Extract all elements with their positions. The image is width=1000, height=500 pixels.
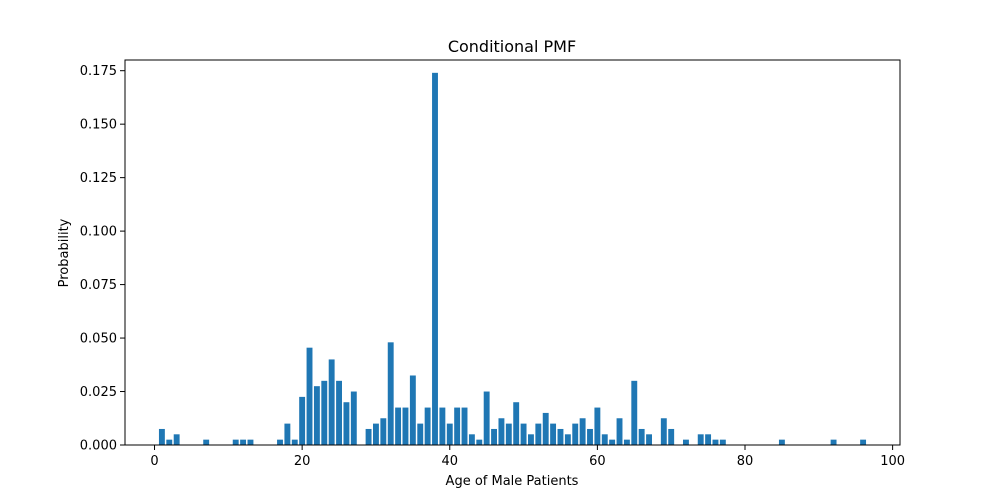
bar-age-12 xyxy=(240,439,247,445)
y-tick-label-2: 0.050 xyxy=(80,332,117,347)
bar-age-46 xyxy=(491,428,497,445)
y-axis-title: Probability xyxy=(57,218,72,287)
bar-age-65 xyxy=(631,380,638,445)
bar-age-3 xyxy=(173,434,180,445)
y-axis: 0.000 0.025 0.050 0.075 0.100 0.125 0.150 0.175 xyxy=(80,64,125,454)
x-tick-label-20: 20 xyxy=(294,454,311,469)
bar-age-60 xyxy=(594,407,601,445)
bar-age-77 xyxy=(719,439,726,445)
bar-age-32 xyxy=(387,342,394,445)
bar-age-20 xyxy=(299,396,306,446)
bar-age-96 xyxy=(860,439,867,445)
bar-age-40 xyxy=(446,423,453,445)
x-axis-title: Age of Male Patients xyxy=(446,474,579,489)
chart-title: Conditional PMF xyxy=(448,37,576,56)
bar-age-25 xyxy=(336,380,342,445)
bar-age-37 xyxy=(424,407,431,445)
bar-age-22 xyxy=(313,386,320,445)
bar-age-53 xyxy=(542,412,549,445)
x-tick-label-0: 0 xyxy=(150,454,158,469)
bar-age-76 xyxy=(712,439,719,445)
bar-age-67 xyxy=(646,434,652,445)
bar-age-17 xyxy=(277,439,283,445)
bar-age-44 xyxy=(476,439,483,445)
bar-age-64 xyxy=(623,439,630,445)
bar-age-26 xyxy=(343,402,350,445)
bar-age-74 xyxy=(697,434,704,445)
bar-age-75 xyxy=(705,434,712,445)
bar-age-19 xyxy=(291,439,298,445)
y-tick-label-7: 0.175 xyxy=(80,64,117,79)
bar-age-30 xyxy=(373,423,379,445)
bar-age-57 xyxy=(572,423,579,445)
plot-frame xyxy=(124,59,901,446)
x-axis: 0 20 40 60 80 100 xyxy=(150,445,905,469)
bar-age-70 xyxy=(668,428,675,445)
bar-age-33 xyxy=(395,407,402,445)
y-tick-label-1: 0.025 xyxy=(80,385,117,400)
y-tick-label-3: 0.075 xyxy=(80,278,117,293)
bar-age-50 xyxy=(520,423,527,445)
bar-age-39 xyxy=(439,407,446,445)
bar-age-48 xyxy=(505,423,512,445)
bar-age-55 xyxy=(557,428,564,445)
bar-age-85 xyxy=(778,439,785,445)
bar-age-21 xyxy=(306,347,313,445)
bar-age-62 xyxy=(609,439,616,445)
bar-age-58 xyxy=(579,418,586,445)
y-tick-label-4: 0.100 xyxy=(80,225,117,240)
bars-group xyxy=(158,72,867,446)
y-tick-label-0: 0.000 xyxy=(80,439,117,454)
y-tick-label-5: 0.125 xyxy=(80,171,117,186)
x-tick-label-40: 40 xyxy=(441,454,458,469)
bar-age-43 xyxy=(468,434,475,445)
bar-age-45 xyxy=(483,391,490,445)
bar-age-7 xyxy=(203,439,210,445)
bar-age-23 xyxy=(321,380,328,445)
bar-age-52 xyxy=(535,423,542,445)
bar-age-34 xyxy=(402,407,409,445)
bar-age-18 xyxy=(284,423,291,445)
bar-age-42 xyxy=(461,407,468,445)
bar-age-38 xyxy=(432,72,438,445)
bar-age-51 xyxy=(528,434,534,445)
bar-age-72 xyxy=(683,439,689,445)
x-tick-label-100: 100 xyxy=(880,454,905,469)
bar-age-61 xyxy=(601,434,608,445)
bar-age-69 xyxy=(660,418,667,445)
bar-age-11 xyxy=(232,439,239,445)
bar-age-2 xyxy=(166,439,173,445)
bar-age-1 xyxy=(158,428,165,445)
bar-age-41 xyxy=(454,407,461,445)
bar-age-49 xyxy=(513,402,520,445)
bar-age-59 xyxy=(587,428,593,445)
bar-age-92 xyxy=(830,439,837,445)
x-tick-label-60: 60 xyxy=(589,454,606,469)
bar-age-66 xyxy=(638,428,645,445)
bar-age-47 xyxy=(498,418,505,445)
bar-age-63 xyxy=(616,418,623,445)
bar-age-13 xyxy=(247,439,254,445)
bar-age-27 xyxy=(350,391,357,445)
y-tick-label-6: 0.150 xyxy=(80,118,117,133)
bar-age-56 xyxy=(564,434,571,445)
bar-age-36 xyxy=(417,423,424,445)
bar-age-29 xyxy=(365,428,372,445)
bar-age-54 xyxy=(550,423,557,445)
bar-age-31 xyxy=(380,418,387,445)
bar-age-35 xyxy=(409,375,416,445)
bar-age-24 xyxy=(328,359,335,445)
x-tick-label-80: 80 xyxy=(737,454,754,469)
